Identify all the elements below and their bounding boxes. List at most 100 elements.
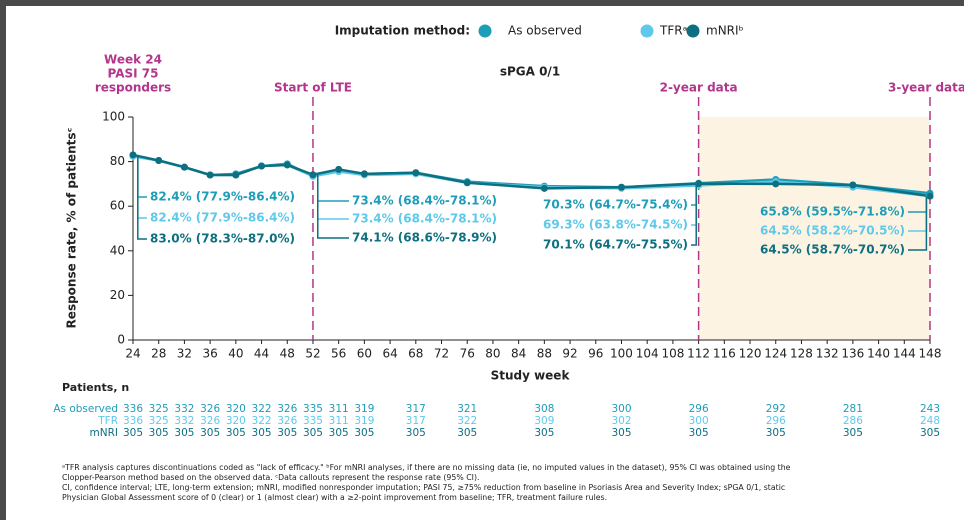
- patients-count: 305: [920, 427, 940, 439]
- patients-count: 305: [406, 427, 426, 439]
- data-label: 64.5% (58.2%-70.5%): [760, 224, 905, 238]
- patients-count: 305: [329, 427, 349, 439]
- data-point: [155, 156, 163, 164]
- patients-count: 300: [611, 403, 631, 415]
- legend-label: TFRᵃ: [659, 24, 687, 38]
- patients-count: 325: [149, 403, 169, 415]
- patients-count: 317: [406, 403, 426, 415]
- y-tick-label: 0: [117, 333, 125, 347]
- patients-count: 322: [252, 415, 272, 427]
- patients-count: 305: [303, 427, 323, 439]
- patients-count: 286: [843, 415, 863, 427]
- patients-count: 305: [123, 427, 143, 439]
- data-label: 74.1% (68.6%-78.9%): [352, 231, 497, 245]
- data-point: [540, 184, 548, 192]
- patients-count: 326: [277, 415, 297, 427]
- patients-count: 317: [406, 415, 426, 427]
- x-tick-label: 40: [228, 347, 243, 361]
- data-label: 65.8% (59.5%-71.8%): [760, 205, 905, 219]
- legend-marker: [640, 24, 654, 38]
- y-tick-label: 60: [110, 199, 125, 213]
- patients-count: 305: [149, 427, 169, 439]
- data-point: [335, 165, 343, 173]
- patients-count: 326: [200, 415, 220, 427]
- data-point: [463, 179, 471, 187]
- callout-leader: [691, 183, 697, 246]
- legend-marker: [478, 24, 492, 38]
- x-tick-label: 104: [636, 347, 659, 361]
- patients-count: 326: [200, 403, 220, 415]
- data-point: [849, 181, 857, 189]
- data-point: [309, 171, 317, 179]
- patients-count: 305: [174, 427, 194, 439]
- x-tick-label: 92: [562, 347, 577, 361]
- patients-count: 335: [303, 403, 323, 415]
- x-axis-label: Study week: [491, 369, 571, 383]
- x-tick-label: 52: [305, 347, 320, 361]
- footnote: CI, confidence interval; LTE, long-term …: [62, 483, 785, 492]
- data-point: [129, 151, 137, 159]
- x-tick-label: 120: [739, 347, 762, 361]
- patients-count: 296: [766, 415, 786, 427]
- patients-count: 336: [123, 403, 143, 415]
- patients-count: 309: [534, 415, 554, 427]
- x-tick-label: 48: [280, 347, 295, 361]
- patients-count: 332: [174, 403, 194, 415]
- patients-row-name: As observed: [53, 403, 118, 415]
- x-tick-label: 72: [434, 347, 449, 361]
- x-tick-label: 136: [841, 347, 864, 361]
- patients-count: 308: [534, 403, 554, 415]
- patients-count: 311: [329, 415, 349, 427]
- patients-count: 305: [354, 427, 374, 439]
- data-point: [412, 169, 420, 177]
- x-tick-label: 116: [713, 347, 736, 361]
- patients-count: 321: [457, 403, 477, 415]
- data-label: 69.3% (63.8%-74.5%): [543, 218, 688, 232]
- x-tick-label: 36: [202, 347, 217, 361]
- legend-label: mNRIᵇ: [706, 24, 744, 38]
- x-tick-label: 84: [511, 347, 526, 361]
- patients-count: 305: [689, 427, 709, 439]
- footnote: Physician Global Assessment score of 0 (…: [62, 493, 607, 502]
- x-tick-label: 100: [610, 347, 633, 361]
- patients-count: 311: [329, 403, 349, 415]
- y-axis-label: Response rate, % of patientsᶜ: [65, 128, 79, 329]
- x-tick-label: 68: [408, 347, 423, 361]
- patients-count: 319: [354, 403, 374, 415]
- y-tick-label: 40: [110, 243, 125, 257]
- patients-count: 305: [843, 427, 863, 439]
- data-label: 82.4% (77.9%-86.4%): [150, 211, 295, 225]
- patients-count: 248: [920, 415, 940, 427]
- data-point: [232, 171, 240, 179]
- callout-leader: [908, 196, 928, 251]
- x-tick-label: 108: [661, 347, 684, 361]
- patients-count: 305: [200, 427, 220, 439]
- milestone-label: 2-year data: [660, 81, 738, 95]
- x-tick-label: 60: [357, 347, 372, 361]
- patients-count: 322: [252, 403, 272, 415]
- x-tick-label: 64: [382, 347, 397, 361]
- patients-count: 243: [920, 403, 940, 415]
- patients-count: 325: [149, 415, 169, 427]
- x-tick-label: 76: [460, 347, 475, 361]
- y-tick-label: 20: [110, 288, 125, 302]
- x-tick-label: 144: [893, 347, 916, 361]
- patients-count: 305: [277, 427, 297, 439]
- data-point: [283, 161, 291, 169]
- x-tick-label: 112: [687, 347, 710, 361]
- patients-count: 322: [457, 415, 477, 427]
- x-tick-label: 80: [485, 347, 500, 361]
- x-tick-label: 148: [919, 347, 942, 361]
- patients-row-name: TFR: [97, 415, 118, 427]
- data-label: 70.3% (64.7%-75.4%): [543, 198, 688, 212]
- patients-count: 319: [354, 415, 374, 427]
- data-point: [360, 170, 368, 178]
- data-label: 73.4% (68.4%-78.1%): [352, 212, 497, 226]
- data-point: [617, 183, 625, 191]
- x-tick-label: 24: [125, 347, 140, 361]
- patients-count: 305: [457, 427, 477, 439]
- patients-count: 305: [534, 427, 554, 439]
- data-point: [926, 192, 934, 200]
